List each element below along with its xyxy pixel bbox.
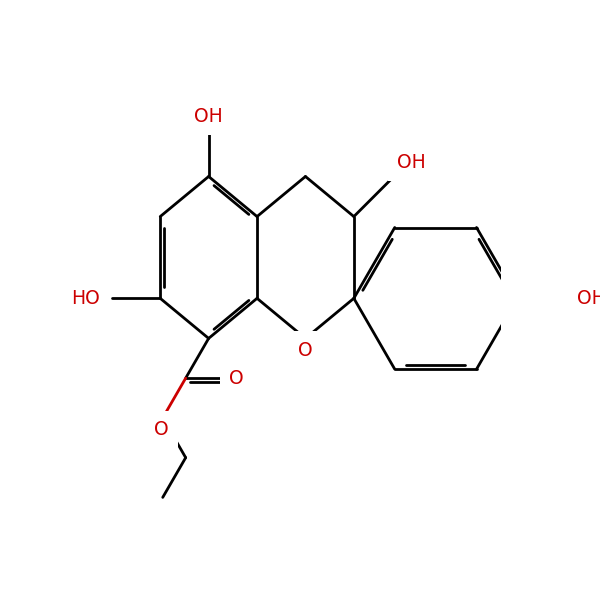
Text: OH: OH — [194, 107, 223, 126]
Text: O: O — [229, 368, 244, 388]
Text: OH: OH — [577, 289, 600, 308]
Text: O: O — [154, 420, 169, 439]
Text: OH: OH — [397, 153, 426, 172]
Text: O: O — [298, 341, 313, 359]
Text: HO: HO — [71, 289, 100, 308]
